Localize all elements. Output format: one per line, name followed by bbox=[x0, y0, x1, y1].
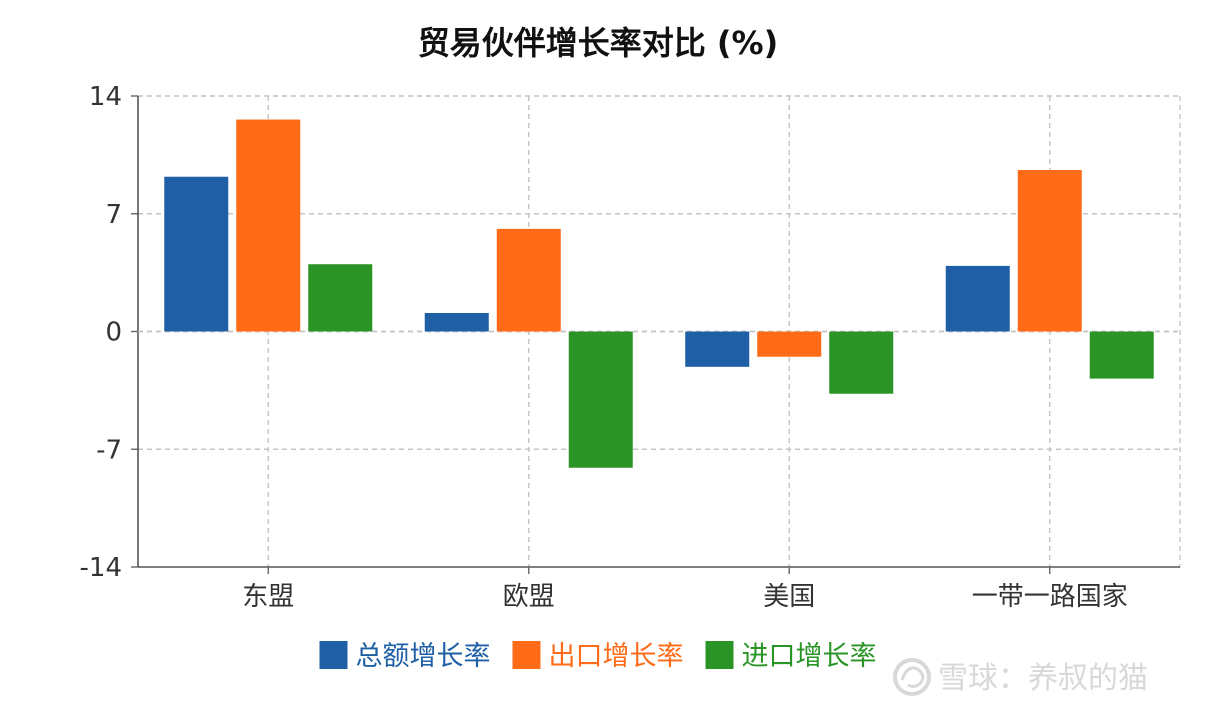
axes: 14 7 0 -7 -14 东盟 欧盟 美国 一带一路国家 bbox=[80, 82, 1180, 612]
bar bbox=[945, 265, 1010, 332]
watermark: 雪球：养叔的猫 bbox=[893, 658, 1148, 696]
legend-label: 出口增长率 bbox=[549, 641, 684, 672]
x-tick-label: 美国 bbox=[763, 582, 815, 612]
legend-label: 总额增长率 bbox=[356, 641, 491, 672]
bar bbox=[1089, 331, 1154, 379]
watermark-text: 雪球：养叔的猫 bbox=[938, 661, 1148, 696]
y-tick-label: -14 bbox=[80, 553, 122, 583]
y-tick-label: -7 bbox=[96, 435, 122, 465]
chart-title: 贸易伙伴增长率对比 (%) bbox=[418, 24, 778, 62]
y-tick-label: 7 bbox=[105, 200, 122, 230]
snowball-logo-icon bbox=[893, 658, 931, 696]
bars bbox=[164, 119, 1154, 468]
legend-item[interactable]: 进口增长率 bbox=[705, 641, 877, 672]
bar bbox=[568, 331, 633, 468]
bar bbox=[1017, 170, 1082, 332]
bar bbox=[829, 331, 894, 394]
legend-label: 进口增长率 bbox=[742, 641, 877, 672]
bar bbox=[236, 119, 301, 332]
bar bbox=[757, 331, 822, 357]
legend-swatch bbox=[512, 641, 541, 669]
bar bbox=[496, 228, 561, 332]
y-tick-label: 0 bbox=[105, 318, 122, 348]
legend-swatch bbox=[705, 641, 734, 669]
bar bbox=[424, 312, 489, 332]
x-tick-label: 欧盟 bbox=[503, 582, 555, 612]
legend-swatch bbox=[319, 641, 348, 669]
legend-item[interactable]: 出口增长率 bbox=[512, 641, 684, 672]
x-tick-label: 东盟 bbox=[242, 582, 294, 612]
x-tick-label: 一带一路国家 bbox=[972, 582, 1128, 612]
bar bbox=[308, 264, 373, 332]
bar bbox=[685, 331, 750, 367]
legend: 总额增长率 出口增长率 进口增长率 bbox=[319, 641, 877, 672]
y-tick-label: 14 bbox=[89, 82, 122, 112]
legend-item[interactable]: 总额增长率 bbox=[319, 641, 491, 672]
bar bbox=[164, 176, 229, 332]
